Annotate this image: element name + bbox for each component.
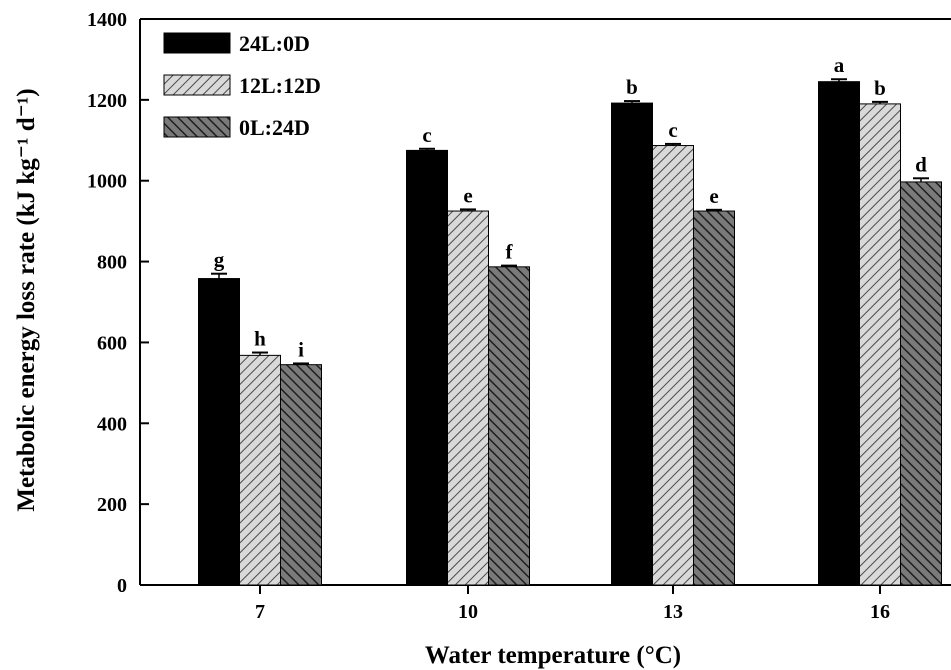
y-tick-label: 0 (117, 575, 127, 597)
y-tick-label: 400 (97, 413, 127, 435)
bar (693, 210, 735, 586)
bar (198, 278, 240, 586)
significance-letter: g (214, 248, 225, 272)
significance-letter: h (254, 327, 266, 351)
legend: 24L:0D 12L:12D 0L:24D (163, 31, 321, 140)
bar (652, 145, 694, 586)
legend-swatch (163, 32, 231, 54)
legend-swatch (163, 116, 231, 138)
x-tick-label: 7 (255, 601, 265, 623)
significance-letter: a (834, 53, 845, 77)
bar (239, 354, 281, 586)
significance-letter: f (506, 240, 514, 264)
significance-letter: d (915, 152, 927, 176)
legend-entry: 0L:24D (239, 115, 310, 140)
x-tick-label: 13 (663, 601, 683, 623)
y-tick-label: 200 (97, 494, 127, 516)
y-tick-label: 600 (97, 332, 127, 354)
legend-entry: 24L:0D (239, 31, 310, 56)
bar (818, 81, 860, 586)
significance-letter: b (626, 75, 638, 99)
significance-letter: b (874, 76, 886, 100)
bar (406, 149, 448, 586)
x-tick-label: 10 (458, 601, 478, 623)
legend-entry: 12L:12D (239, 73, 321, 98)
significance-letter: c (422, 123, 431, 147)
legend-swatch (163, 74, 231, 96)
bar (900, 181, 942, 586)
bar (280, 364, 322, 586)
y-tick-label: 1000 (87, 171, 127, 193)
significance-letter: e (463, 183, 472, 207)
x-axis-label: Water temperature (°C) (425, 642, 681, 669)
significance-letter: i (298, 337, 304, 361)
bar (488, 266, 530, 586)
bar (611, 102, 653, 586)
significance-letter: c (668, 118, 677, 142)
bar (447, 210, 489, 586)
significance-letter: e (709, 184, 718, 208)
x-tick-label: 16 (870, 601, 890, 623)
y-tick-label: 800 (97, 252, 127, 274)
y-axis-label: Metabolic energy loss rate (kJ kg⁻¹ d⁻¹) (13, 88, 40, 511)
bar (859, 103, 901, 586)
y-tick-label: 1400 (87, 9, 127, 31)
y-tick-label: 1200 (87, 90, 127, 112)
